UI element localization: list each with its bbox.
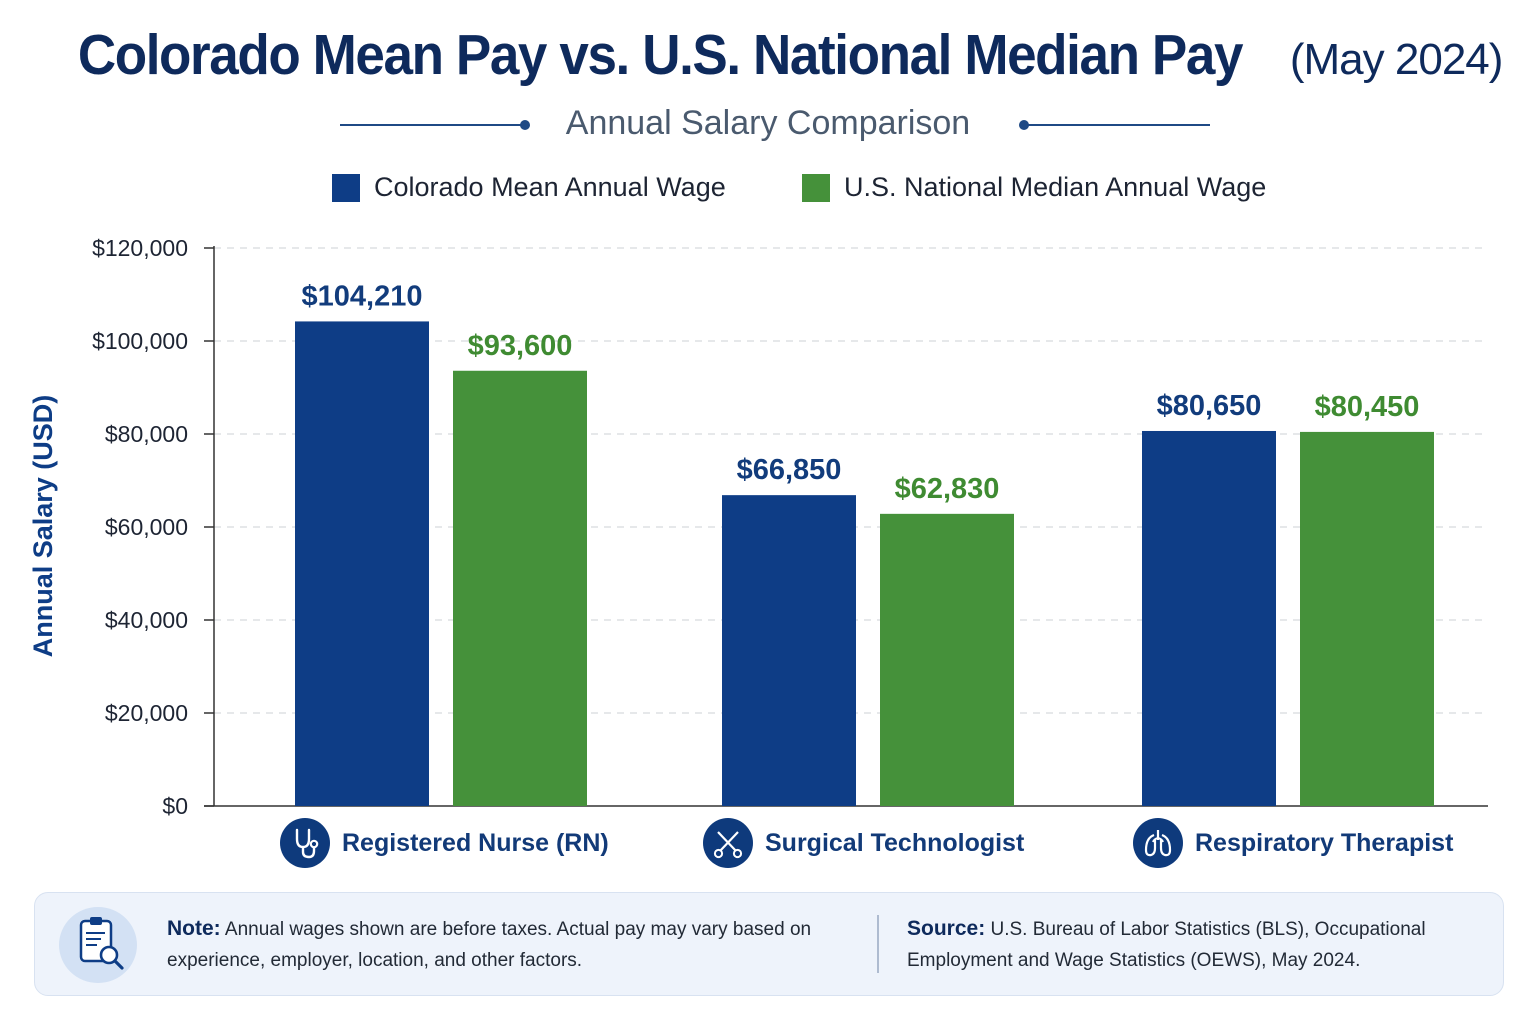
clipboard-search-icon: [59, 907, 137, 983]
x-category-rn: Registered Nurse (RN): [280, 818, 609, 868]
y-tick-label: $40,000: [105, 607, 188, 633]
source-label: Source:: [907, 917, 986, 940]
y-tick-label: $100,000: [92, 328, 188, 354]
bar: [295, 321, 429, 806]
lungs-icon: [1133, 818, 1183, 868]
legend-item-colorado: Colorado Mean Annual Wage: [332, 172, 726, 203]
bars: [295, 321, 1434, 806]
x-tick-label-surgical: Surgical Technologist: [765, 828, 1025, 857]
y-tick-label: $60,000: [105, 514, 188, 540]
bar-value-labels: $104,210 $66,850 $80,650 $93,600 $62,830 $80,…: [302, 280, 1420, 504]
bar: [453, 370, 587, 806]
x-tick-label-respiratory: Respiratory Therapist: [1195, 828, 1454, 857]
title-main: Colorado Mean Pay vs. U.S. National Medi…: [77, 23, 1243, 87]
legend-item-national: U.S. National Median Annual Wage: [802, 172, 1266, 203]
legend-label-colorado: Colorado Mean Annual Wage: [374, 172, 726, 202]
note-text: Note: Annual wages shown are before taxe…: [167, 913, 867, 976]
subtitle-row: Annual Salary Comparison: [0, 100, 1536, 150]
legend-label-national: U.S. National Median Annual Wage: [844, 172, 1267, 202]
note-body: Annual wages shown are before taxes. Act…: [167, 919, 812, 971]
bar-value-label: $62,830: [895, 473, 1000, 505]
note-divider: [877, 915, 879, 973]
chart-legend: Colorado Mean Annual Wage U.S. National …: [0, 172, 1536, 208]
bar: [722, 495, 856, 806]
subtitle-left-dot: [520, 120, 530, 130]
title-suffix: (May 2024): [1289, 35, 1504, 84]
legend-swatch-national: [802, 173, 830, 202]
stethoscope-icon: [280, 818, 330, 868]
bar: [1142, 430, 1276, 806]
x-category-respiratory: Respiratory Therapist: [1133, 818, 1453, 868]
y-tick-label: $80,000: [105, 421, 188, 447]
bar-value-label: $66,850: [737, 454, 842, 486]
bar-value-label: $80,450: [1315, 391, 1420, 423]
y-tick-labels: $0 $20,000 $40,000 $60,000 $80,000 $100,000 $1…: [92, 235, 214, 819]
y-tick-label: $120,000: [92, 235, 188, 261]
y-tick-label: $0: [162, 793, 188, 819]
chart-subtitle: Annual Salary Comparison: [565, 104, 971, 142]
chart-title: Colorado Mean Pay vs. U.S. National Medi…: [0, 22, 1536, 88]
source-body: U.S. Bureau of Labor Statistics (BLS), O…: [907, 919, 1426, 971]
scissors-icon: [703, 818, 753, 868]
note-panel: Note: Annual wages shown are before taxe…: [34, 892, 1504, 996]
bar-value-label: $93,600: [468, 330, 573, 362]
source-text: Source: U.S. Bureau of Labor Statistics …: [907, 913, 1497, 976]
y-tick-label: $20,000: [105, 700, 188, 726]
subtitle-left-line: [340, 124, 522, 126]
note-label: Note:: [167, 917, 221, 940]
legend-swatch-colorado: [332, 173, 360, 202]
x-category-surgical: Surgical Technologist: [703, 818, 1024, 868]
bar-value-label: $104,210: [302, 280, 423, 312]
x-tick-label-rn: Registered Nurse (RN): [342, 828, 609, 857]
bar-value-label: $80,650: [1157, 390, 1262, 422]
subtitle-right-dot: [1019, 120, 1029, 130]
bar: [880, 513, 1014, 806]
bar: [1300, 431, 1434, 806]
y-axis-title: Annual Salary (USD): [28, 395, 58, 658]
subtitle-right-line: [1026, 124, 1210, 126]
